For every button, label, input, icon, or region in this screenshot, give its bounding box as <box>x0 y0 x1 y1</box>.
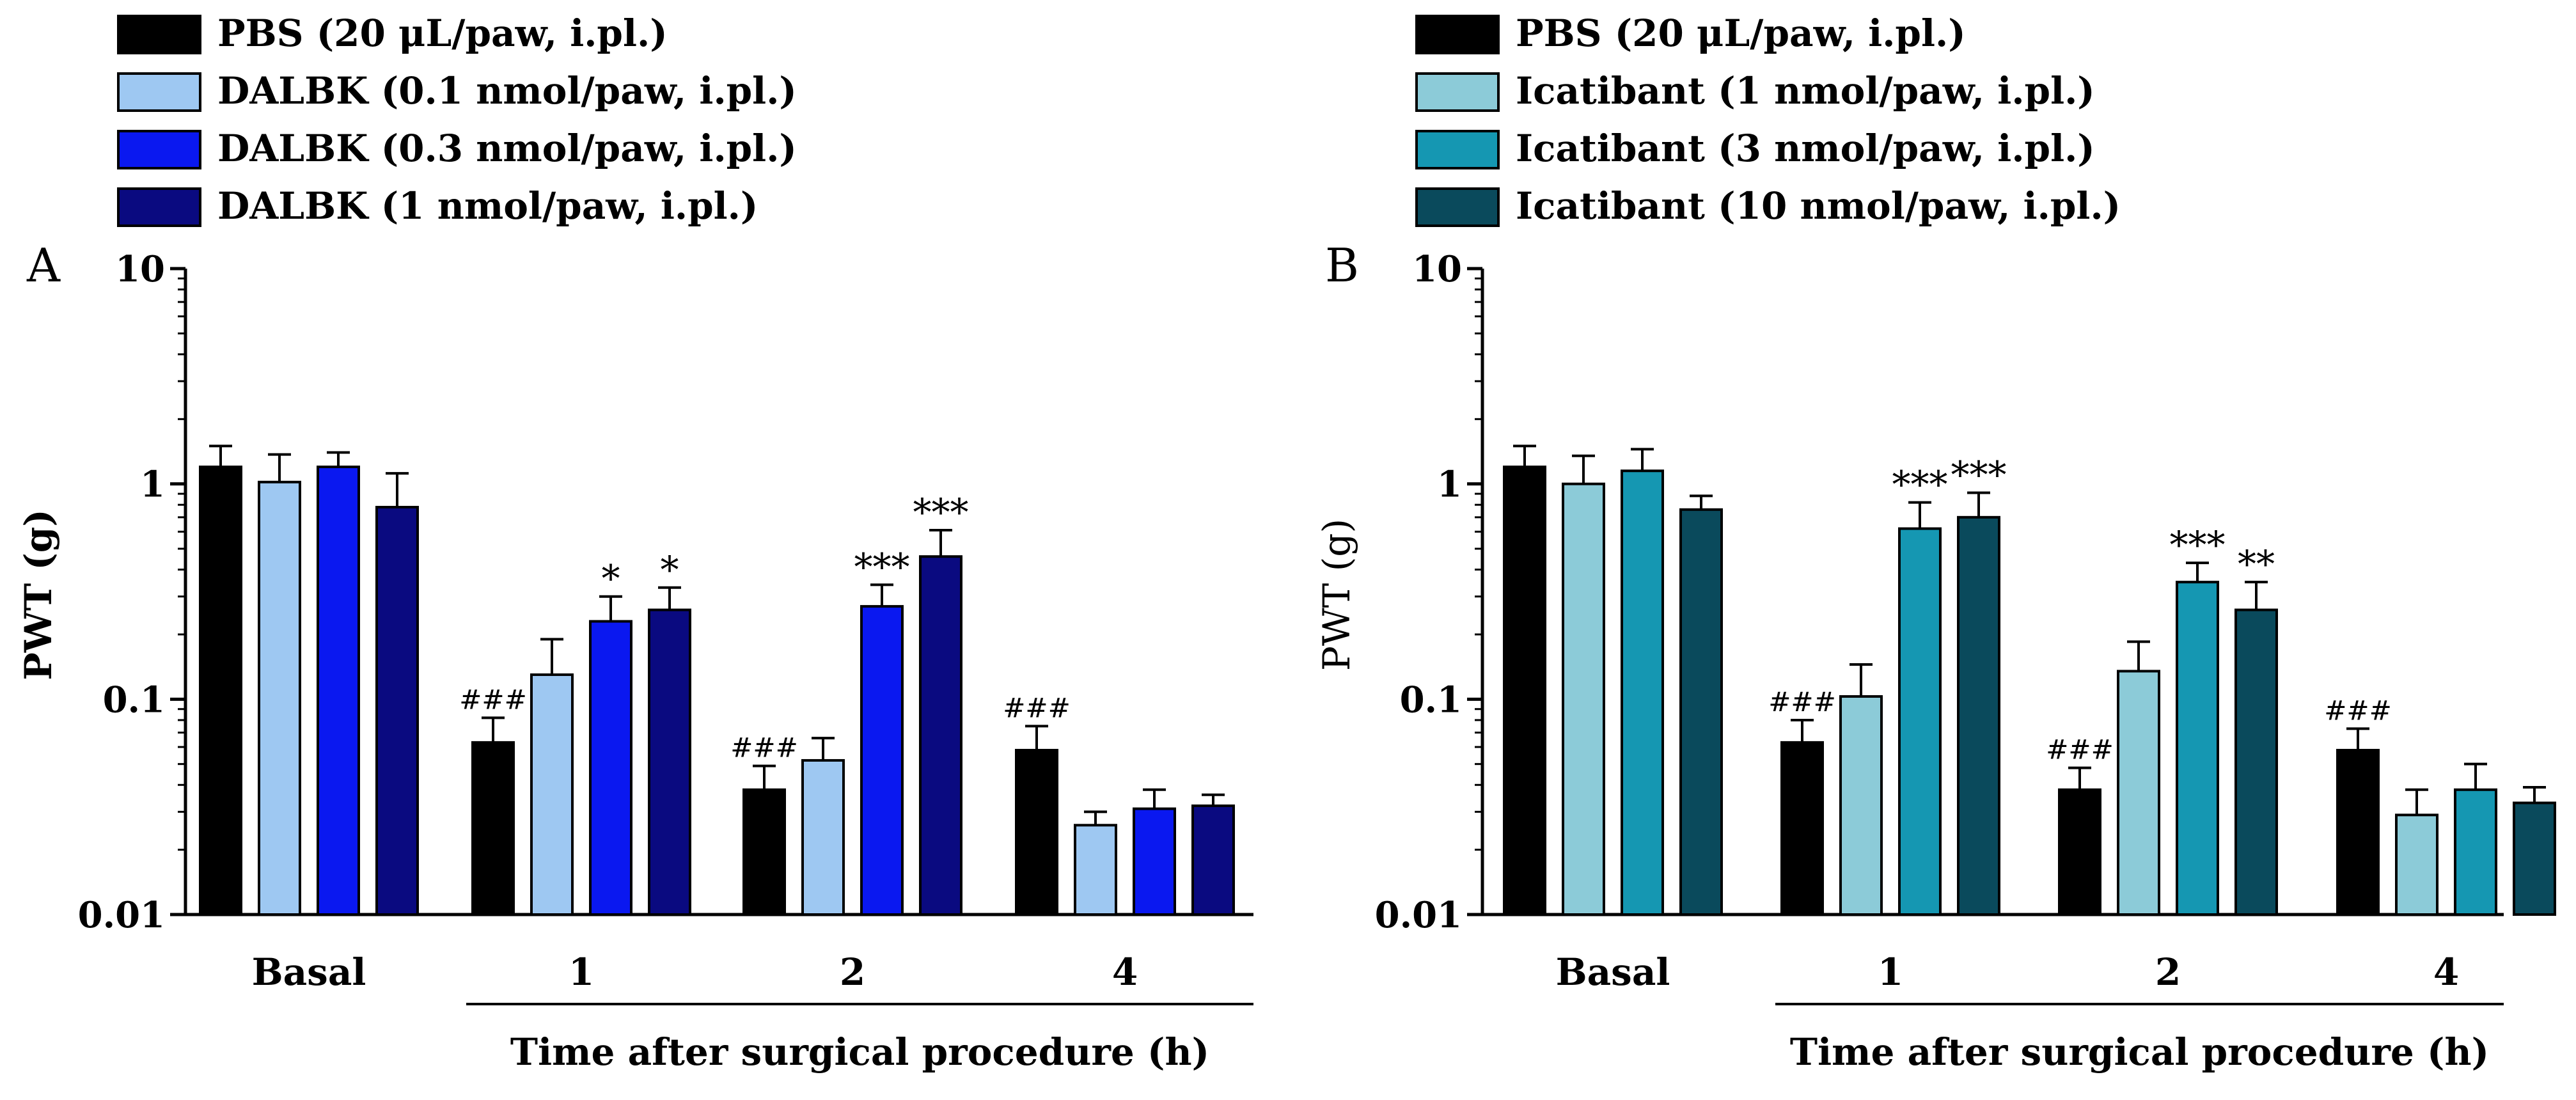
legend-label: Icatibant (3 nmol/paw, i.pl.) <box>1516 127 2095 170</box>
panel-b: PBS (20 μL/paw, i.pl.) Icatibant (1 nmol/… <box>1315 12 2556 1074</box>
bar <box>2336 748 2380 916</box>
significance-label: ### <box>2046 734 2114 766</box>
significance-label: ### <box>2324 695 2392 726</box>
x-axis-label: Time after surgical procedure (h) <box>1790 1030 2489 1074</box>
legend-swatch <box>1415 15 1500 54</box>
x-tick-label: 2 <box>840 950 865 994</box>
bar <box>801 758 845 916</box>
legend-swatch <box>1415 130 1500 169</box>
legend-swatch <box>117 72 201 112</box>
x-tick-label: 2 <box>2155 950 2181 994</box>
legend-swatch <box>1415 187 1500 227</box>
bar <box>1562 482 1605 916</box>
y-axis-label: PWT (g) <box>1315 519 1358 671</box>
bar <box>1839 695 1883 916</box>
panel-a: PBS (20 μL/paw, i.pl.) DALBK (0.1 nmol/pa… <box>17 12 1253 1074</box>
bar <box>919 555 962 916</box>
bar <box>1191 804 1235 916</box>
legend-label: PBS (20 μL/paw, i.pl.) <box>217 12 668 55</box>
legend-label: DALBK (0.1 nmol/paw, i.pl.) <box>217 69 797 113</box>
significance-label: *** <box>1892 463 1948 507</box>
bar <box>860 605 904 916</box>
bar <box>258 480 301 916</box>
bar <box>375 505 419 916</box>
bar <box>530 673 574 916</box>
significance-label: *** <box>854 545 910 588</box>
bar <box>1133 807 1176 916</box>
y-tick-label: 0.1 <box>103 679 165 721</box>
y-tick-label: 0.01 <box>1375 894 1462 936</box>
legend-swatch <box>117 187 201 227</box>
significance-label: *** <box>1951 453 2007 496</box>
x-tick-label: 1 <box>569 950 594 994</box>
bar <box>1015 748 1058 916</box>
y-axis-label: PWT (g) <box>17 509 60 680</box>
legend-label: DALBK (0.3 nmol/paw, i.pl.) <box>217 127 797 170</box>
x-axis-label: Time after surgical procedure (h) <box>510 1030 1209 1074</box>
y-tick-label: 10 <box>1412 248 1462 290</box>
x-tick-label: Basal <box>1556 950 1670 994</box>
bar <box>1780 741 1824 916</box>
bar <box>1898 527 1942 916</box>
significance-label: ### <box>1003 692 1071 723</box>
x-tick-label: 4 <box>2433 950 2459 994</box>
bar <box>1621 469 1664 916</box>
significance-label: *** <box>2170 523 2226 567</box>
bar <box>1679 508 1723 916</box>
bar <box>1503 466 1546 916</box>
bar <box>589 620 632 916</box>
y-tick-label: 1 <box>140 464 165 506</box>
bar <box>2234 608 2278 916</box>
bar <box>2454 788 2497 916</box>
bar <box>2395 813 2439 916</box>
panel-label: A <box>26 239 61 292</box>
y-tick-label: 1 <box>1437 464 1462 506</box>
bar <box>648 608 691 916</box>
bar <box>742 788 786 916</box>
significance-label: ### <box>1768 686 1836 718</box>
legend-label: DALBK (1 nmol/paw, i.pl.) <box>217 184 758 228</box>
significance-label: ** <box>2238 542 2275 586</box>
legend-swatch <box>117 15 201 54</box>
x-tick-label: 4 <box>1112 950 1138 994</box>
bar <box>1074 824 1117 916</box>
legend-label: Icatibant (1 nmol/paw, i.pl.) <box>1516 69 2095 113</box>
bar <box>2117 670 2160 916</box>
significance-label: ### <box>730 732 798 764</box>
significance-label: * <box>661 548 679 592</box>
x-tick-label: 1 <box>1878 950 1903 994</box>
y-tick-label: 0.01 <box>78 894 165 936</box>
x-tick-label: Basal <box>252 950 366 994</box>
y-tick-label: 10 <box>115 248 165 290</box>
significance-label: ### <box>459 684 527 715</box>
legend-swatch <box>1415 72 1500 112</box>
bar <box>199 466 242 916</box>
bar <box>2513 801 2556 916</box>
panel-label: B <box>1325 239 1359 292</box>
significance-label: * <box>602 557 620 601</box>
bar <box>2176 581 2219 916</box>
significance-label: *** <box>913 491 969 534</box>
bar <box>1957 515 2000 916</box>
legend-label: Icatibant (10 nmol/paw, i.pl.) <box>1516 184 2121 228</box>
bar <box>2058 788 2101 916</box>
legend-swatch <box>117 130 201 169</box>
bar <box>317 466 360 916</box>
y-tick-label: 0.1 <box>1400 679 1462 721</box>
legend-label: PBS (20 μL/paw, i.pl.) <box>1516 12 1966 55</box>
bar <box>471 741 515 916</box>
